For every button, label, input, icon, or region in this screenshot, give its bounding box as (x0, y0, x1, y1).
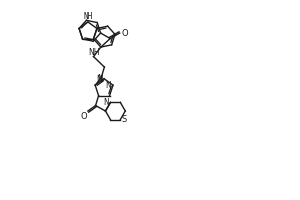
Text: N: N (97, 75, 102, 84)
Text: O: O (80, 112, 87, 121)
Text: N: N (103, 98, 109, 107)
Text: NH: NH (83, 12, 93, 21)
Text: NH: NH (88, 48, 100, 57)
Text: N: N (97, 74, 103, 83)
Text: S: S (122, 115, 127, 124)
Text: N: N (106, 81, 112, 90)
Text: O: O (122, 29, 128, 38)
